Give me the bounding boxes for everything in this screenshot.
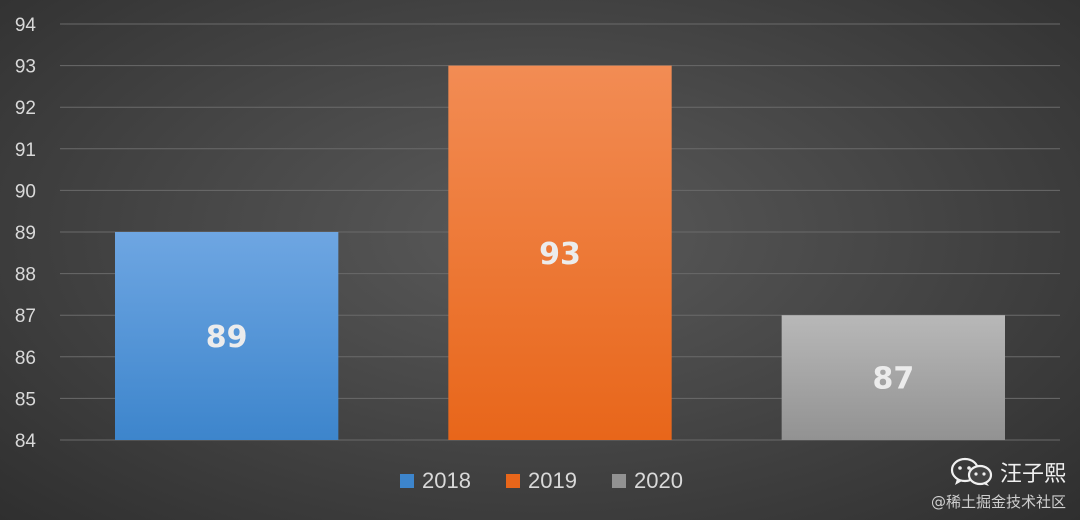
- y-tick-label-91: 91: [15, 140, 36, 161]
- y-tick-label-90: 90: [15, 181, 36, 202]
- y-tick-label-93: 93: [15, 57, 36, 78]
- data-label-2020: 87: [872, 362, 914, 397]
- y-tick-label-84: 84: [15, 431, 37, 452]
- bar-2019: [448, 65, 672, 440]
- y-tick-label-88: 88: [15, 265, 36, 286]
- watermark: 汪子熙 @稀土掘金技术社区: [876, 455, 1066, 512]
- y-tick-label-85: 85: [15, 389, 36, 410]
- watermark-site: @稀土掘金技术社区: [930, 493, 1066, 511]
- legend-label-2020: 2020: [634, 468, 683, 493]
- y-tick-label-94: 94: [15, 15, 37, 36]
- bar-2020: [781, 315, 1005, 440]
- legend-swatch-2019: [506, 474, 520, 488]
- watermark-author: 汪子熙: [999, 462, 1066, 487]
- legend-swatch-2020: [612, 474, 626, 488]
- data-label-2019: 93: [539, 237, 581, 272]
- y-tick-label-86: 86: [15, 348, 36, 369]
- legend-swatch-2018: [400, 474, 414, 488]
- bar-2018: [115, 232, 339, 440]
- legend-label-2018: 2018: [422, 468, 471, 493]
- legend-label-2019: 2019: [528, 468, 577, 493]
- watermark-author-row: 汪子熙: [876, 455, 1066, 489]
- y-tick-label-87: 87: [15, 306, 36, 327]
- y-tick-label-89: 89: [15, 223, 36, 244]
- data-label-2018: 89: [206, 320, 248, 355]
- wechat-icon: [950, 457, 993, 486]
- y-tick-label-92: 92: [15, 98, 36, 119]
